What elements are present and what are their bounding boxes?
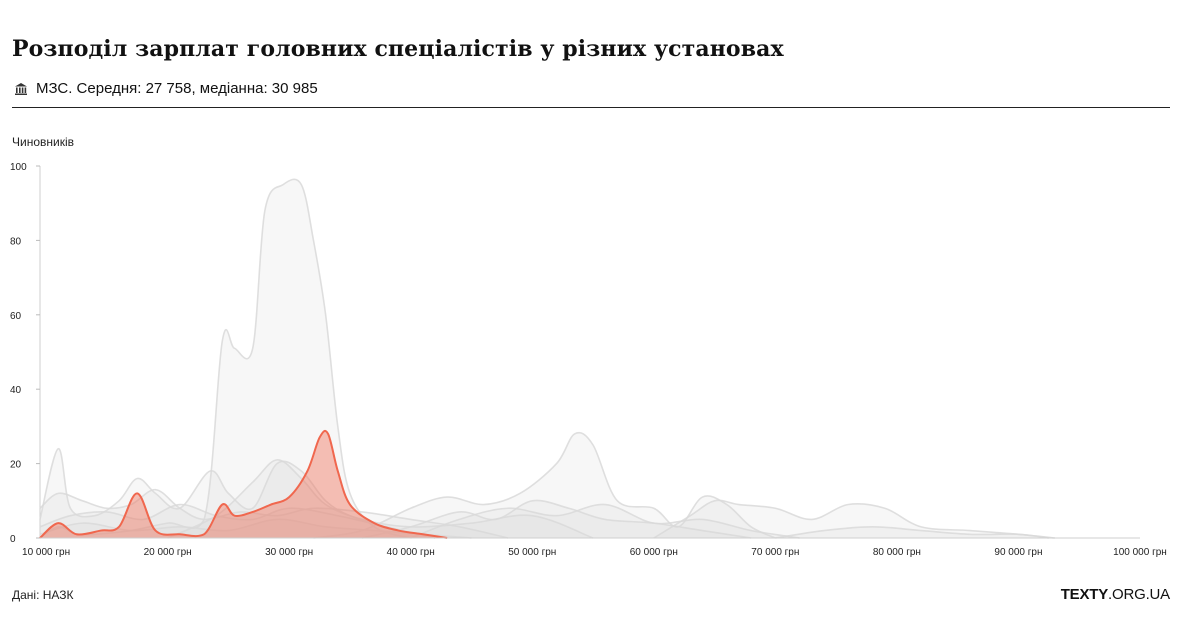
background-series-line [39,447,436,539]
brand-logo[interactable]: TEXTY.ORG.UA [1061,586,1170,603]
x-tick-label: 30 000 грн [265,547,313,558]
background-series-line [410,503,800,539]
x-tick-label: 90 000 грн [994,547,1042,558]
background-series-area [40,504,436,538]
background-series-line [313,431,776,539]
background-series-area [40,519,472,538]
x-tick-label: 10 000 грн [22,547,70,558]
y-tick-label: 20 [10,460,22,471]
y-axis-label: Чиновників [12,135,74,149]
background-series-area [313,432,776,538]
highlight-series-area [40,430,448,538]
background-series-line [39,178,411,539]
background-series-line [775,526,1049,539]
x-tick-label: 40 000 грн [387,547,435,558]
x-tick-label: 100 000 грн [1113,547,1167,558]
background-series-area [362,500,752,538]
y-tick-label: 0 [10,534,16,545]
background-series-line [167,459,594,539]
page-title: Розподіл зарплат головних спеціалістів у… [12,36,784,62]
bank-icon [14,82,28,96]
subtitle: МЗС. Середня: 27 758, медіанна: 30 985 [14,80,318,97]
background-series-line [361,499,752,539]
background-series-area [167,459,594,538]
background-series-line [653,499,1056,539]
x-tick-label: 60 000 грн [630,547,678,558]
subtitle-text: МЗС. Середня: 27 758, медіанна: 30 985 [36,80,318,97]
data-source: Дані: НАЗК [12,588,74,602]
brand-rest: .ORG.UA [1108,586,1170,603]
background-series-line [39,518,472,539]
highlight-series-line [39,429,448,539]
header-divider [12,107,1170,108]
background-series-area [410,504,800,538]
y-tick-label: 100 [10,162,27,173]
x-tick-label: 20 000 грн [144,547,192,558]
brand-bold: TEXTY [1060,586,1109,603]
y-tick-label: 80 [10,236,22,247]
salary-distribution-chart: Чиновників 0 20 40 60 80 100 10 000 грн 20 000… [10,135,1167,558]
x-tick-label: 70 000 грн [751,547,799,558]
background-series-area [653,500,1055,538]
background-series-line [39,488,509,539]
y-tick-label: 40 [10,385,22,396]
y-tick-label: 60 [10,311,22,322]
x-tick-label: 80 000 грн [873,547,921,558]
background-series-area [40,179,411,539]
x-tick-label: 50 000 грн [508,547,556,558]
